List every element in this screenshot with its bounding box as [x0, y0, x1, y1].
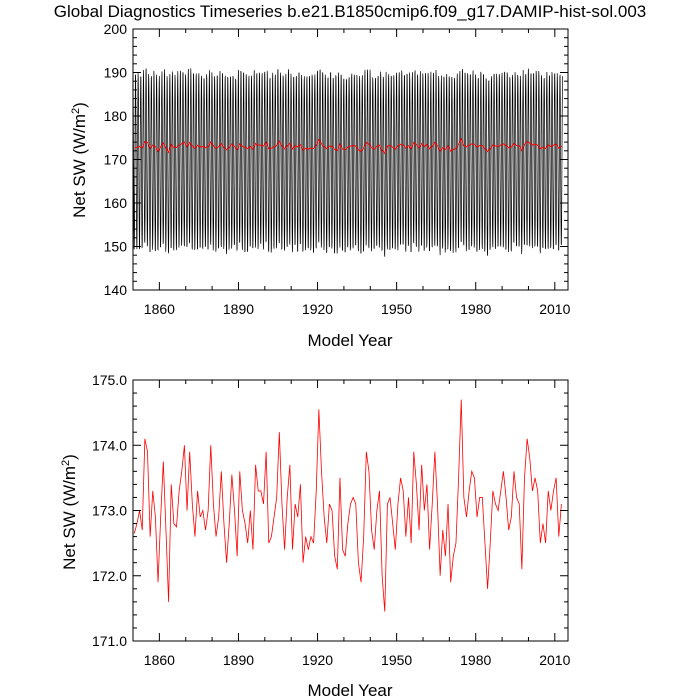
top-x-tick-label: 1890 — [223, 301, 254, 317]
bottom-y-tick-label: 172.0 — [92, 568, 127, 584]
top-y-tick-label: 150 — [104, 239, 128, 255]
top-x-tick-label: 1950 — [381, 301, 412, 317]
bottom-x-axis-label: Model Year — [307, 681, 392, 700]
bottom-x-tick-label: 2010 — [539, 652, 570, 668]
bottom-y-axis-label: Net SW (W/m2) — [60, 454, 79, 570]
bottom-y-label-close: ) — [60, 454, 79, 460]
top-y-tick-label: 180 — [104, 108, 128, 124]
bottom-x-tick-label: 1920 — [302, 652, 333, 668]
chart-title: Global Diagnostics Timeseries b.e21.B185… — [54, 2, 646, 21]
top-y-tick-label: 190 — [104, 65, 128, 81]
top-x-axis-label: Model Year — [307, 331, 392, 350]
bottom-x-tick-label: 1980 — [460, 652, 491, 668]
bottom-x-tick-label: 1950 — [381, 652, 412, 668]
bottom-y-label-main: Net SW (W/m — [60, 466, 79, 570]
bottom-y-tick-label: 171.0 — [92, 633, 127, 649]
bottom-y-tick-label: 175.0 — [92, 372, 127, 388]
top-axis-ticks: 1860 1890 1920 1950 1980 2010 140 150 160 170 180 1… — [104, 21, 571, 317]
top-y-tick-label: 170 — [104, 152, 128, 168]
bottom-plot-frame — [132, 379, 569, 642]
bottom-y-tick-label: 173.0 — [92, 503, 127, 519]
top-y-axis-label: Net SW (W/m2) — [70, 102, 89, 218]
bottom-axis-ticks: 1860 1890 1920 1950 1980 2010 171.0 172.0 173.0 1… — [92, 372, 571, 668]
bottom-y-label-sup: 2 — [60, 460, 72, 466]
top-panel: 1860 1890 1920 1950 1980 2010 140 150 160 170 180 1… — [70, 21, 571, 350]
annual-mean-line-bottom — [133, 399, 562, 612]
annual-mean-line-top — [134, 137, 562, 155]
top-x-tick-label: 2010 — [539, 301, 570, 317]
top-x-tick-label: 1920 — [302, 301, 333, 317]
top-y-tick-label: 160 — [104, 195, 128, 211]
monthly-series-line — [132, 68, 563, 257]
bottom-plot-marks — [133, 399, 562, 612]
bottom-panel: 1860 1890 1920 1950 1980 2010 171.0 172.0 173.0 1… — [60, 372, 571, 700]
bottom-x-tick-label: 1890 — [223, 652, 254, 668]
top-plot-marks — [132, 68, 563, 257]
top-y-label-close: ) — [70, 102, 89, 108]
top-y-label-main: Net SW (W/m — [70, 114, 89, 218]
top-y-label-sup: 2 — [70, 108, 82, 114]
bottom-y-tick-label: 174.0 — [92, 437, 127, 453]
top-x-tick-label: 1980 — [460, 301, 491, 317]
top-y-tick-label: 140 — [104, 282, 128, 298]
top-x-tick-label: 1860 — [144, 301, 175, 317]
bottom-x-tick-label: 1860 — [144, 652, 175, 668]
top-y-tick-label: 200 — [104, 21, 128, 37]
